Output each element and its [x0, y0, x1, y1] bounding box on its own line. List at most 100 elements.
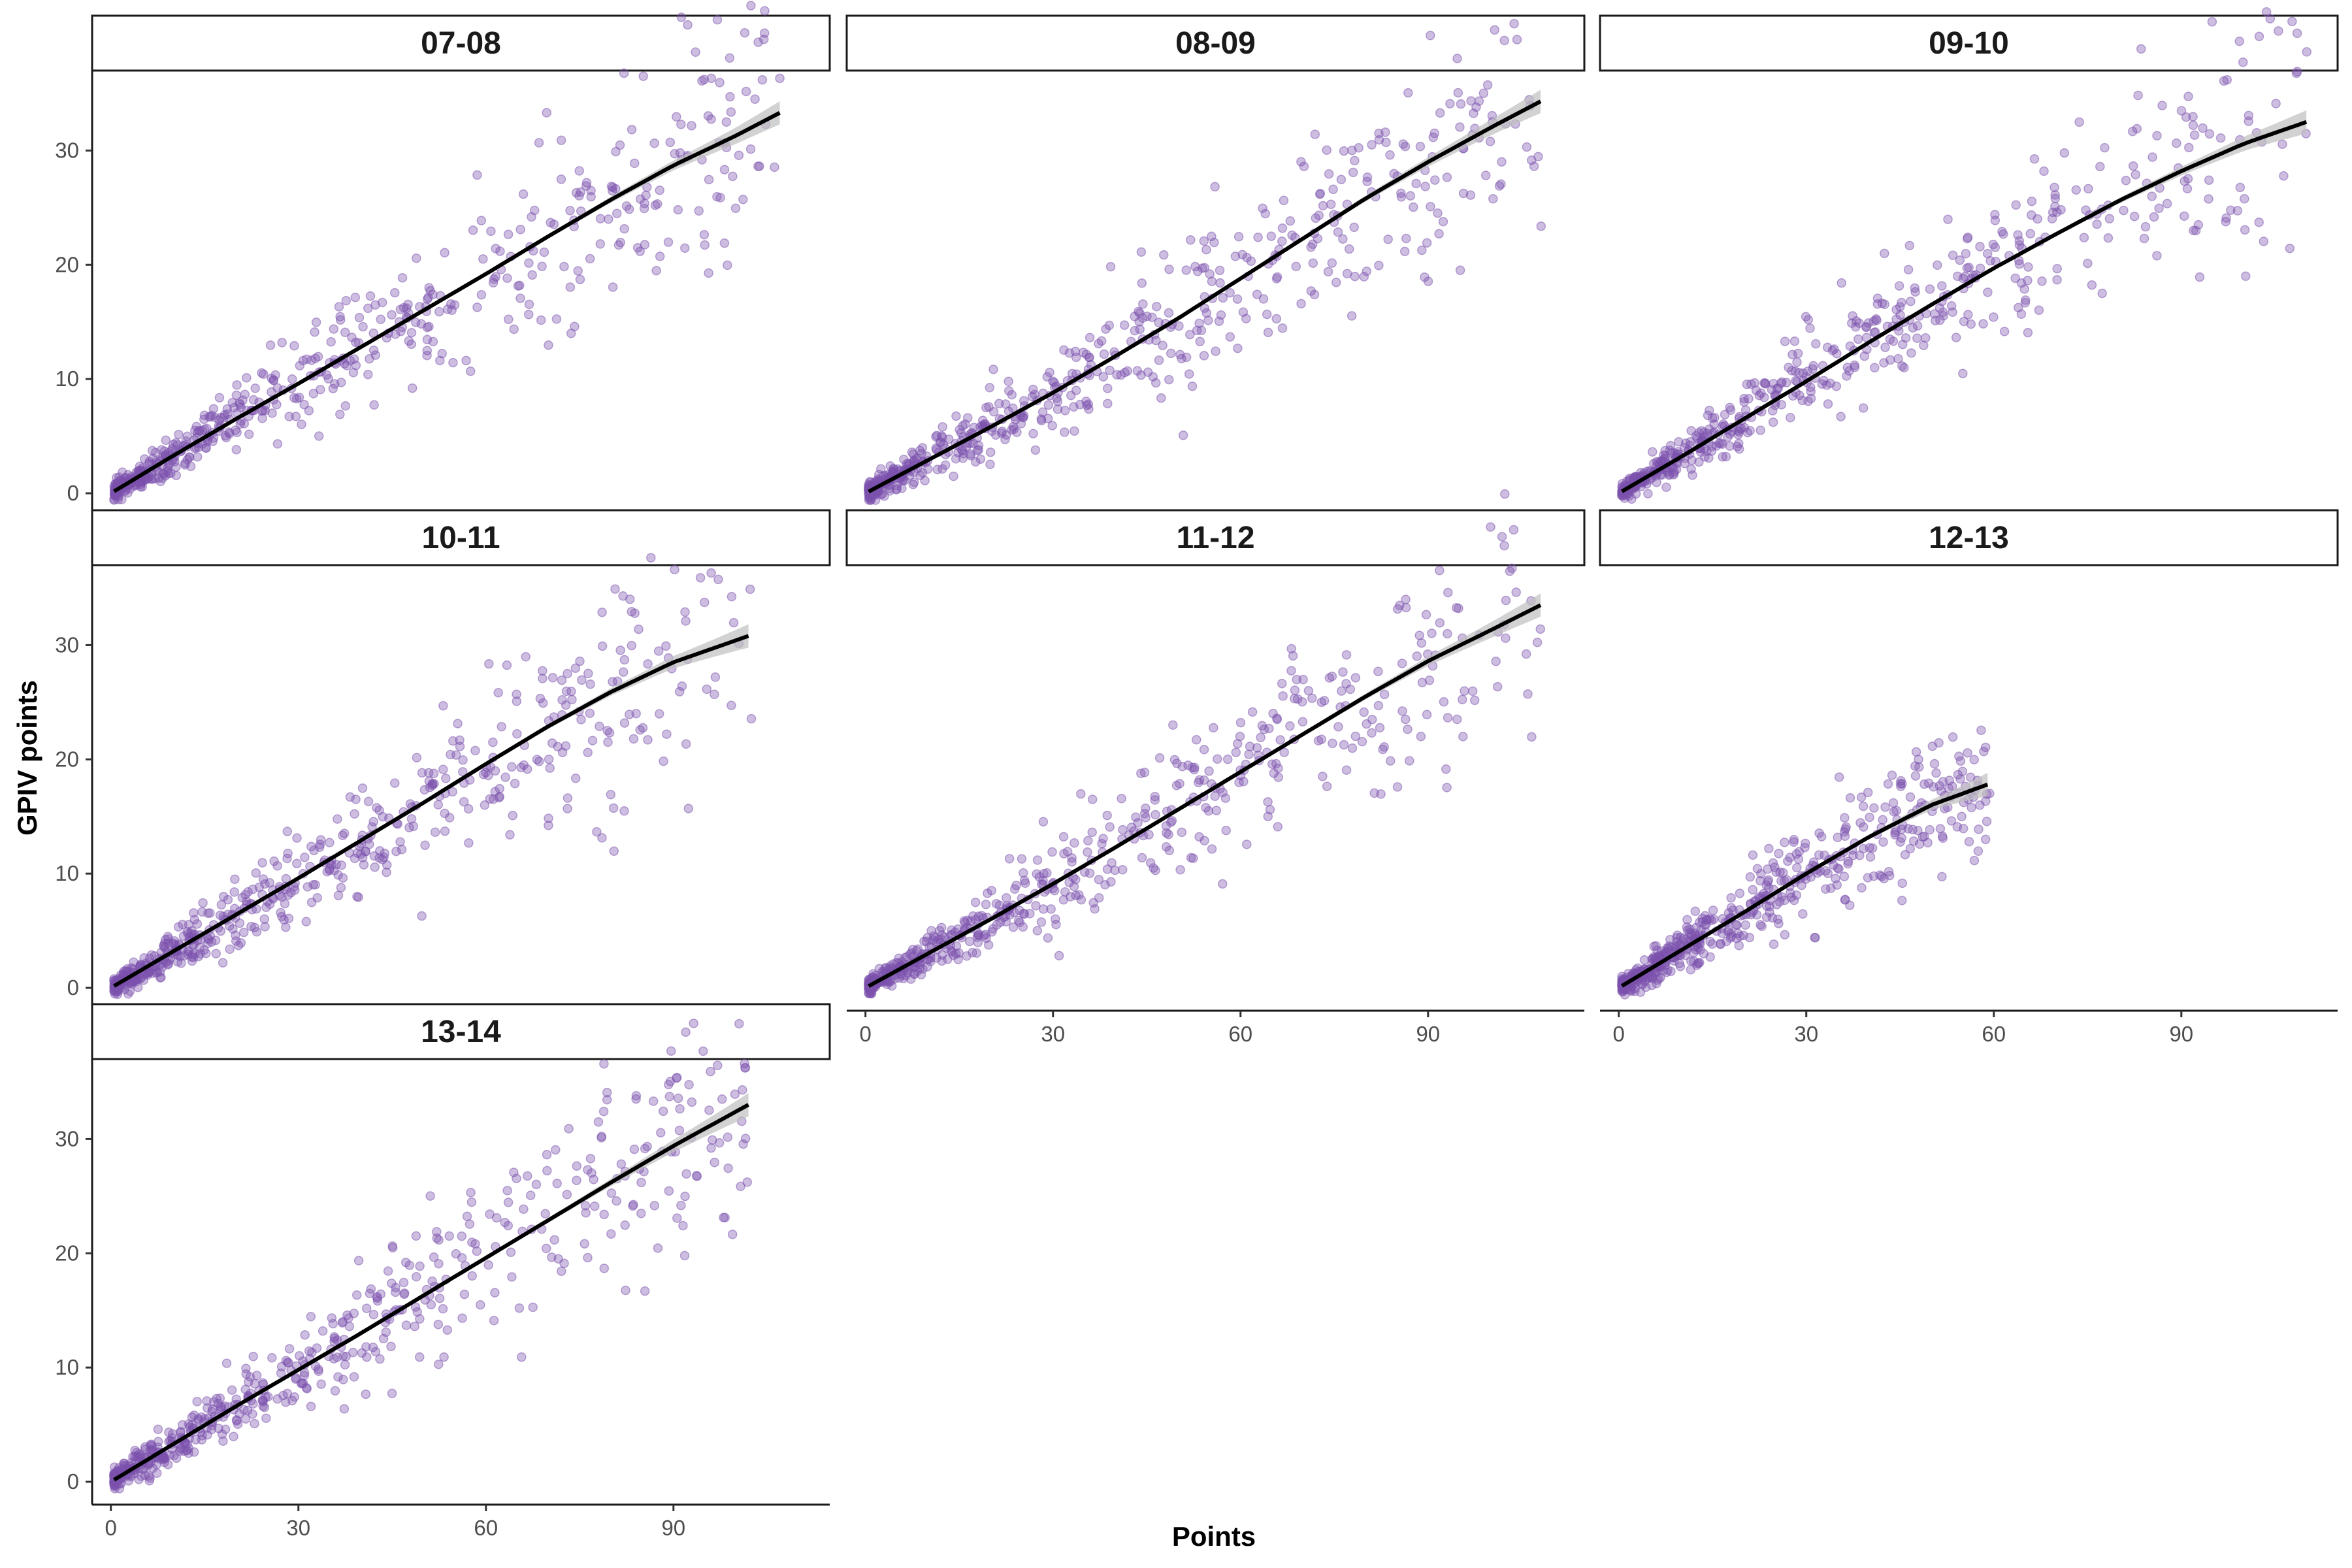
data-point: [1176, 866, 1184, 874]
data-point: [396, 838, 404, 846]
data-point: [345, 1322, 353, 1331]
data-point: [1948, 308, 1957, 316]
data-point: [1088, 795, 1097, 804]
data-point: [2012, 201, 2020, 209]
data-point: [309, 881, 318, 889]
data-point: [936, 438, 945, 446]
data-point: [882, 964, 890, 972]
data-point: [154, 1425, 162, 1433]
data-point: [2021, 296, 2030, 304]
data-point: [1460, 687, 1469, 695]
data-point: [471, 746, 480, 755]
data-point: [1232, 748, 1240, 757]
data-point: [469, 226, 478, 235]
data-point: [1915, 763, 1923, 772]
data-point: [365, 797, 373, 806]
data-point: [1471, 696, 1479, 704]
data-point: [1910, 284, 1919, 292]
data-point: [1111, 866, 1119, 875]
data-point: [1072, 386, 1081, 395]
data-point: [730, 619, 738, 627]
data-point: [525, 300, 534, 308]
data-point: [240, 928, 248, 937]
data-point: [2093, 220, 2101, 229]
data-point: [365, 355, 374, 363]
data-point: [2227, 206, 2235, 214]
data-point: [1691, 907, 1699, 915]
data-point: [566, 283, 574, 291]
data-point: [1049, 377, 1057, 385]
data-point: [1157, 394, 1166, 402]
data-point: [225, 945, 234, 953]
data-point: [1147, 858, 1155, 867]
data-point: [1821, 866, 1830, 875]
data-point: [1397, 189, 1405, 197]
data-point: [232, 446, 240, 454]
data-point: [572, 1176, 581, 1184]
data-point: [949, 472, 958, 481]
data-point: [575, 167, 583, 175]
data-point: [223, 1359, 231, 1367]
points-group: [110, 0, 784, 504]
data-point: [589, 736, 597, 745]
data-point: [172, 471, 180, 480]
data-point: [603, 727, 612, 735]
data-point: [416, 1353, 424, 1362]
data-point: [1287, 666, 1296, 675]
data-point: [208, 1405, 217, 1414]
data-point: [968, 949, 977, 957]
data-point: [1324, 267, 1333, 276]
data-point: [593, 828, 601, 836]
data-point: [982, 403, 990, 412]
data-point: [1323, 782, 1331, 791]
data-point: [1177, 828, 1186, 836]
data-point: [1429, 133, 1437, 142]
data-point: [955, 425, 964, 434]
data-point: [1756, 426, 1765, 434]
data-point: [632, 710, 640, 718]
data-point: [576, 188, 585, 197]
data-point: [1500, 37, 1509, 45]
data-point: [747, 145, 755, 154]
data-point: [1956, 775, 1965, 783]
data-point: [484, 1261, 493, 1269]
data-point: [704, 112, 713, 120]
data-point: [623, 202, 631, 210]
data-point: [2150, 213, 2159, 221]
strip-label: 10-11: [421, 521, 500, 555]
data-point: [1786, 414, 1795, 422]
data-point: [1200, 745, 1209, 754]
data-point: [434, 1320, 442, 1329]
data-point: [496, 247, 504, 255]
data-point: [1264, 812, 1272, 821]
data-point: [943, 955, 952, 964]
data-point: [280, 900, 289, 908]
data-point: [2131, 171, 2140, 179]
data-point: [1202, 246, 1211, 254]
data-point: [1648, 448, 1657, 456]
data-point: [600, 1060, 608, 1068]
data-point: [1233, 344, 1242, 353]
data-point: [190, 1448, 199, 1456]
data-point: [354, 893, 363, 902]
data-point: [637, 1178, 645, 1186]
data-point: [176, 1444, 185, 1452]
data-point: [979, 416, 987, 425]
data-point: [664, 1081, 673, 1089]
data-point: [258, 414, 267, 423]
data-point: [1469, 687, 1477, 695]
panel-12-13: 12-130 30 60 90: [1600, 510, 2338, 1046]
data-point: [1348, 744, 1356, 753]
points-group: [1618, 726, 1994, 999]
data-point: [1012, 881, 1021, 890]
data-point: [1666, 936, 1674, 944]
data-point: [758, 76, 766, 84]
data-point: [678, 682, 686, 691]
data-point: [233, 1416, 241, 1425]
data-point: [1537, 222, 1545, 231]
data-point: [1145, 830, 1153, 839]
data-point: [1777, 379, 1786, 387]
data-point: [989, 365, 998, 374]
data-point: [1970, 857, 1978, 865]
data-point: [1727, 929, 1735, 938]
